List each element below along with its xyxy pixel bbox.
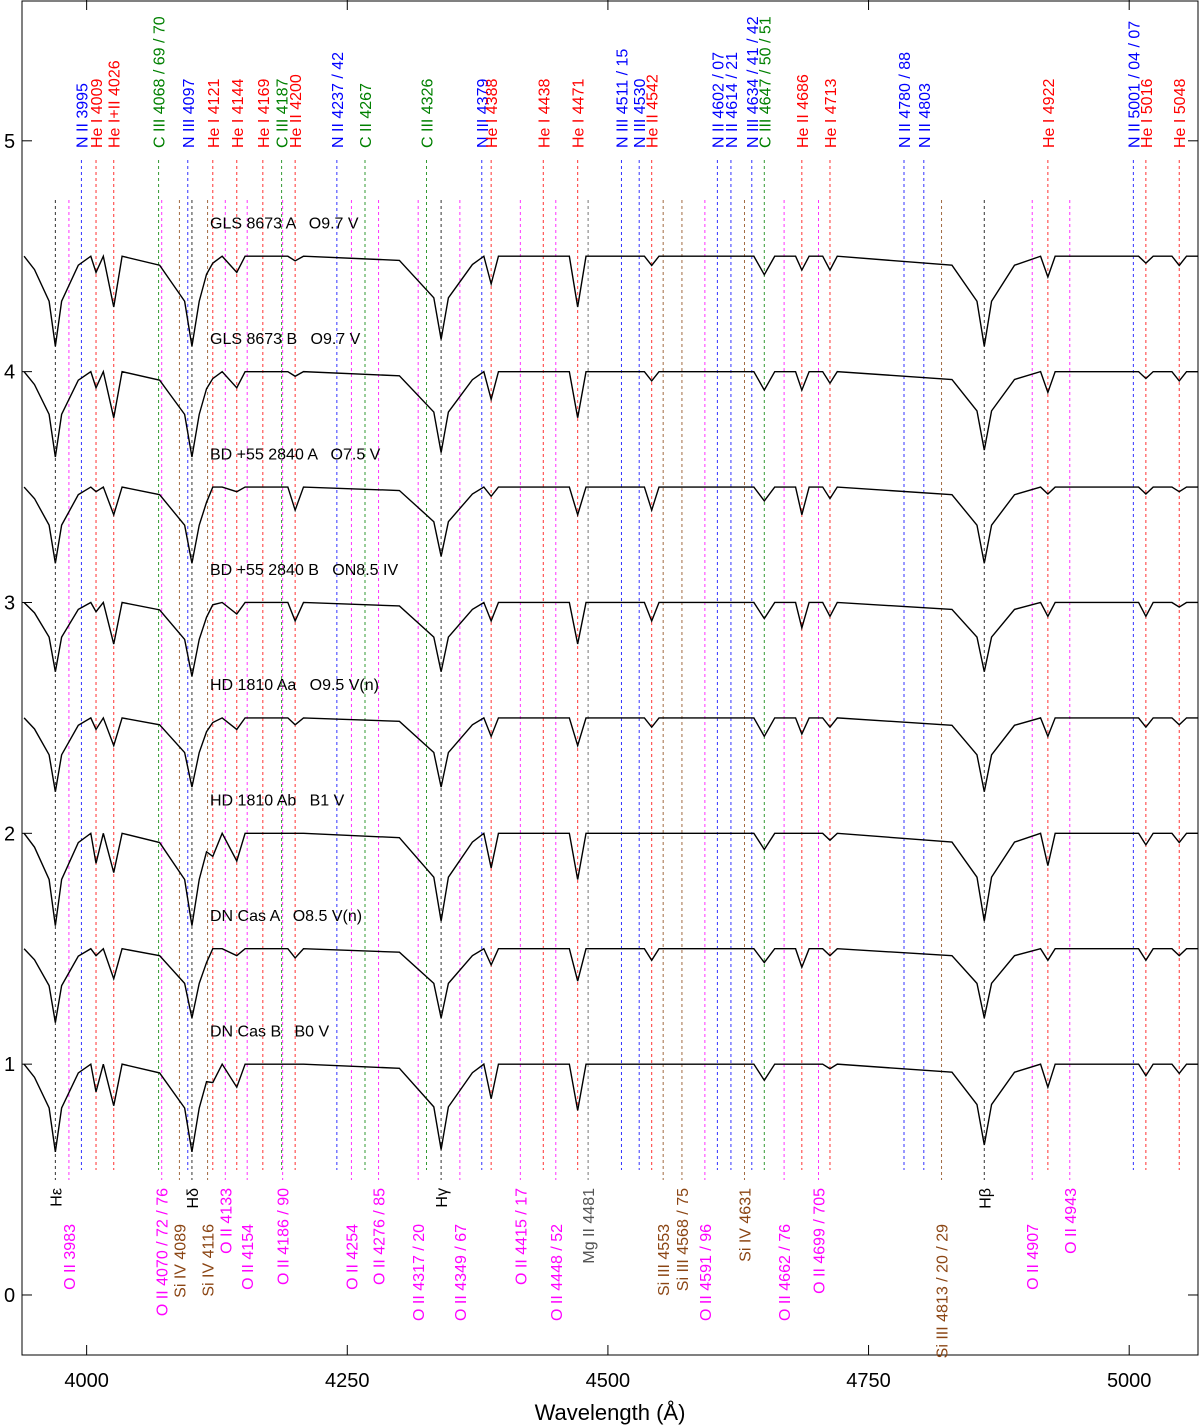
top-line-label: He I 4922 — [1041, 79, 1058, 148]
spectrum-label: BD +55 2840 B ON8.5 IV — [210, 562, 398, 579]
bottom-line-label: O II 4591 / 96 — [698, 1224, 715, 1321]
top-line-label: N II 4803 — [917, 83, 934, 148]
spectrum-label: GLS 8673 A O9.7 V — [210, 216, 359, 233]
y-tick-label: 0 — [4, 1285, 15, 1307]
top-line-label: He I 4713 — [823, 79, 840, 148]
bottom-line-label: Hβ — [977, 1188, 994, 1209]
spectrum — [23, 1062, 1198, 1152]
bottom-line-label: Hγ — [434, 1188, 451, 1208]
bottom-line-label: Si IV 4116 — [201, 1224, 218, 1297]
bottom-line-label: O II 4254 — [344, 1224, 361, 1290]
top-line-label: N III 4097 — [181, 79, 198, 148]
top-line-label: C II 4267 — [358, 83, 375, 148]
top-line-label: N III 4530 — [632, 79, 649, 148]
bottom-line-label: O II 4186 / 90 — [276, 1188, 293, 1285]
x-tick-label: 5000 — [1107, 1370, 1152, 1392]
bottom-line-label: O II 4349 / 67 — [453, 1224, 470, 1321]
top-line-label: C III 4326 — [420, 79, 437, 148]
bottom-line-label: O II 4907 — [1025, 1224, 1042, 1290]
x-tick-label: 4750 — [846, 1370, 891, 1392]
y-tick-label: 3 — [4, 592, 15, 614]
top-line-label: He I+II 4026 — [107, 60, 124, 148]
y-tick-label: 2 — [4, 823, 15, 845]
top-line-label: He II 4542 — [645, 74, 662, 148]
spectrum-label: BD +55 2840 A O7.5 V — [210, 446, 381, 463]
spectrum — [23, 716, 1198, 792]
top-line-label: He I 4388 — [484, 79, 501, 148]
spectrum — [23, 600, 1198, 677]
top-line-label: He I 5048 — [1172, 79, 1189, 148]
y-tick-label: 5 — [4, 131, 15, 153]
bottom-line-label: Si IV 4089 — [172, 1224, 189, 1298]
top-line-label: He I 4169 — [256, 79, 273, 148]
top-line-label: He I 4471 — [571, 79, 588, 148]
bottom-line-label: Si IV 4631 — [737, 1188, 754, 1262]
top-line-label: He I 4121 — [206, 79, 223, 148]
bottom-line-label: Hδ — [185, 1188, 202, 1209]
spectrum — [23, 486, 1198, 564]
spectrum-label: GLS 8673 B O9.7 V — [210, 331, 361, 348]
x-tick-label: 4000 — [64, 1370, 109, 1392]
bottom-line-label: O II 4699 / 705 — [812, 1188, 829, 1294]
bottom-line-label: O II 4662 / 76 — [777, 1224, 794, 1321]
top-line-label: He I 5016 — [1139, 79, 1156, 148]
bottom-line-label: Si III 4553 — [656, 1224, 673, 1296]
spectrum-label: HD 1810 Ab B1 V — [210, 793, 345, 810]
top-line-label: He I 4009 — [89, 79, 106, 148]
bottom-line-label: O II 4317 / 20 — [411, 1224, 428, 1321]
spectrum-label: HD 1810 Aa O9.5 V(n) — [210, 677, 379, 694]
x-tick-label: 4250 — [325, 1370, 370, 1392]
spectrum — [23, 253, 1198, 347]
top-line-label: N II 4602 / 07 — [710, 52, 727, 148]
y-tick-label: 4 — [4, 362, 15, 384]
top-line-label: N III 4511 / 15 — [614, 49, 631, 148]
bottom-line-label: O II 4133 — [218, 1188, 235, 1254]
top-line-label: N III 4379 — [475, 79, 492, 148]
spectrum-label: DN Cas B B0 V — [210, 1023, 329, 1040]
plot-frame — [21, 0, 1199, 1356]
top-line-label: He II 4686 — [795, 74, 812, 148]
spectrum — [23, 369, 1198, 458]
bottom-line-label: O II 4154 — [240, 1224, 257, 1290]
bottom-line-label: O II 4943 — [1063, 1188, 1080, 1254]
top-line-label: C III 4187 — [275, 79, 292, 148]
top-line-label: N II 4237 / 42 — [330, 52, 347, 148]
x-axis-label: Wavelength (Å) — [535, 1400, 686, 1425]
top-line-label: C III 4068 / 69 / 70 — [152, 16, 169, 148]
bottom-line-label: O II 4070 / 72 / 76 — [155, 1188, 172, 1316]
top-line-label: C III 4647 / 50 / 51 — [757, 16, 774, 148]
bottom-line-label: Si III 4813 / 20 / 29 — [935, 1224, 952, 1358]
top-line-label: He I 4438 — [536, 79, 553, 148]
top-line-label: N II 4614 / 21 — [724, 52, 741, 148]
top-line-label: He II 4200 — [288, 74, 305, 148]
bottom-line-label: Mg II 4481 — [581, 1188, 598, 1264]
bottom-line-label: O II 4415 / 17 — [513, 1188, 530, 1285]
bottom-line-label: O II 4448 / 52 — [549, 1224, 566, 1321]
bottom-line-label: O II 4276 / 85 — [372, 1188, 389, 1285]
bottom-line-label: Hε — [48, 1188, 65, 1207]
top-line-label: N II 5001 / 04 / 07 — [1126, 21, 1143, 148]
top-line-label: N II 3995 — [74, 83, 91, 148]
top-line-label: N III 4634 / 41 / 42 — [745, 16, 762, 148]
spectrum — [23, 947, 1198, 1023]
spectrum-label: DN Cas A O8.5 V(n) — [210, 908, 362, 925]
bottom-line-label: O II 3983 — [62, 1224, 79, 1290]
x-tick-label: 4500 — [586, 1370, 631, 1392]
y-tick-label: 1 — [4, 1054, 15, 1076]
spectrum — [23, 831, 1198, 926]
bottom-line-label: Si III 4568 / 75 — [675, 1188, 692, 1291]
top-line-label: N II 4780 / 88 — [897, 52, 914, 148]
top-line-label: He I 4144 — [230, 79, 247, 148]
